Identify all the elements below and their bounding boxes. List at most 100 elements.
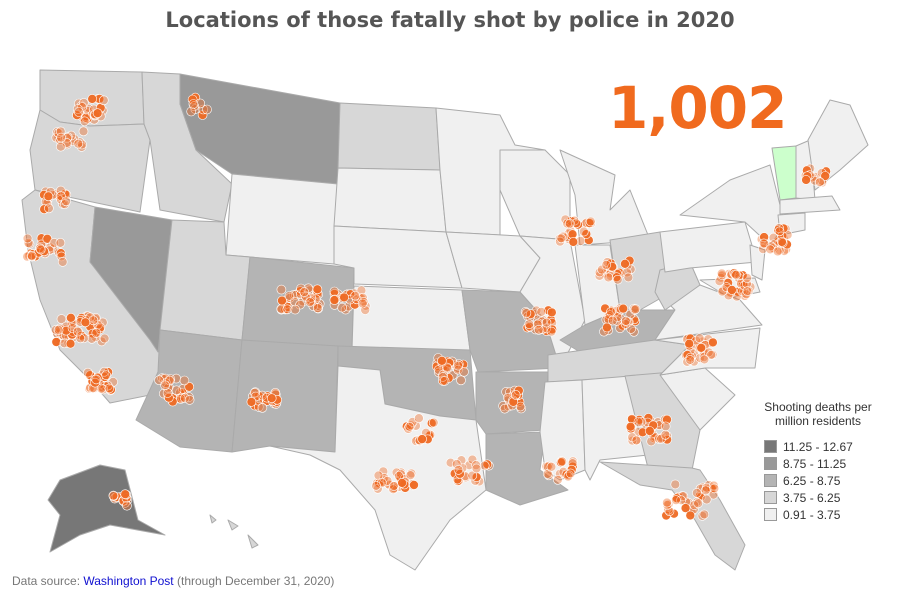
shooting-location-dot — [66, 312, 76, 323]
shooting-location-dot — [409, 480, 419, 490]
shooting-location-dot — [660, 421, 671, 432]
shooting-location-dot — [55, 238, 66, 248]
shooting-location-dot — [569, 215, 580, 226]
shooting-location-dot — [312, 284, 323, 295]
shooting-location-dot — [198, 104, 208, 115]
shooting-location-dot — [706, 349, 717, 360]
shooting-location-dot — [101, 370, 111, 381]
shooting-location-dot — [620, 319, 631, 329]
shooting-location-dot — [51, 337, 62, 347]
shooting-location-dot — [633, 417, 644, 427]
shooting-location-dot — [57, 257, 68, 267]
shooting-location-dot — [74, 107, 84, 117]
shooting-location-dot — [731, 269, 741, 280]
shooting-location-dot — [295, 299, 305, 310]
legend-label: 6.25 - 8.75 — [783, 473, 841, 488]
state-nv — [89, 206, 173, 353]
state-wi — [499, 149, 571, 241]
shooting-location-dot — [246, 397, 257, 407]
shooting-location-dot — [694, 333, 705, 344]
shooting-location-dot — [680, 503, 691, 513]
shooting-location-dot — [388, 481, 399, 491]
shooting-location-dot — [772, 246, 783, 257]
shooting-location-dot — [759, 238, 769, 249]
shooting-location-dot — [282, 304, 293, 315]
shooting-location-dot — [61, 196, 71, 207]
shooting-location-dot — [195, 98, 205, 109]
shooting-location-dot — [397, 478, 407, 488]
shooting-location-dot — [329, 286, 340, 297]
shooting-location-dot — [627, 435, 638, 446]
shooting-location-dot — [188, 99, 199, 109]
state-pa — [659, 221, 758, 273]
shooting-location-dot — [79, 116, 90, 127]
shooting-location-dot — [777, 237, 787, 247]
shooting-location-dot — [742, 286, 753, 296]
shooting-location-dot — [120, 489, 130, 500]
shooting-location-dot — [603, 272, 614, 283]
shooting-location-dot — [405, 470, 416, 481]
shooting-location-dot — [339, 292, 349, 303]
shooting-location-dot — [533, 324, 544, 335]
shooting-location-dot — [417, 434, 427, 444]
shooting-location-dot — [35, 244, 46, 255]
shooting-location-dot — [56, 132, 66, 143]
shooting-location-dot — [87, 94, 97, 104]
source-link[interactable]: Washington Post — [83, 574, 174, 588]
shooting-location-dot — [530, 324, 541, 335]
shooting-location-dot — [584, 218, 595, 228]
shooting-location-dot — [644, 426, 655, 436]
legend-title: Shooting deaths per million residents — [748, 400, 888, 428]
shooting-location-dot — [716, 268, 727, 279]
shooting-location-dot — [455, 468, 465, 479]
shooting-location-dot — [556, 233, 567, 244]
shooting-location-dot — [626, 324, 636, 334]
shooting-location-dot — [623, 272, 634, 283]
shooting-location-dot — [546, 461, 557, 472]
shooting-location-dot — [414, 413, 424, 424]
shooting-location-dot — [388, 484, 399, 495]
shooting-location-dot — [801, 175, 811, 185]
legend-item: 11.25 - 12.67 — [748, 438, 888, 455]
shooting-location-dot — [337, 302, 347, 313]
shooting-location-dot — [684, 338, 695, 349]
shooting-location-dot — [660, 429, 671, 440]
shooting-location-dot — [356, 285, 367, 296]
legend-swatch — [764, 491, 777, 504]
legend-title-line1: Shooting deaths per — [764, 400, 872, 414]
shooting-location-dot — [83, 367, 93, 378]
shooting-location-dot — [682, 350, 693, 360]
shooting-location-dot — [471, 463, 482, 474]
shooting-location-dot — [546, 326, 557, 337]
shooting-location-dot — [699, 354, 710, 365]
shooting-location-dot — [585, 216, 596, 227]
shooting-location-dot — [257, 402, 268, 413]
state-wy — [225, 173, 339, 265]
shooting-location-dot — [607, 315, 618, 326]
legend-item: 0.91 - 3.75 — [748, 506, 888, 523]
shooting-location-dot — [612, 274, 623, 285]
legend-label: 11.25 - 12.67 — [783, 439, 853, 454]
shooting-location-dot — [179, 375, 190, 386]
shooting-location-dot — [692, 488, 702, 498]
legend-swatch — [764, 508, 777, 521]
shooting-location-dot — [437, 355, 447, 366]
shooting-location-dot — [78, 126, 89, 137]
shooting-location-dot — [739, 291, 750, 301]
shooting-location-dot — [482, 459, 493, 470]
shooting-location-dot — [727, 285, 737, 295]
shooting-location-dot — [50, 325, 61, 335]
shooting-location-dot — [202, 104, 212, 115]
shooting-location-dot — [276, 284, 287, 295]
shooting-location-dot — [55, 141, 66, 152]
shooting-location-dot — [72, 326, 83, 337]
shooting-location-dot — [445, 457, 456, 468]
shooting-location-dot — [99, 333, 110, 344]
shooting-location-dot — [552, 474, 563, 485]
state-me — [807, 99, 869, 191]
shooting-location-dot — [568, 237, 579, 247]
state-tx — [269, 365, 487, 571]
shooting-location-dot — [620, 258, 630, 269]
shooting-location-dot — [557, 456, 567, 467]
